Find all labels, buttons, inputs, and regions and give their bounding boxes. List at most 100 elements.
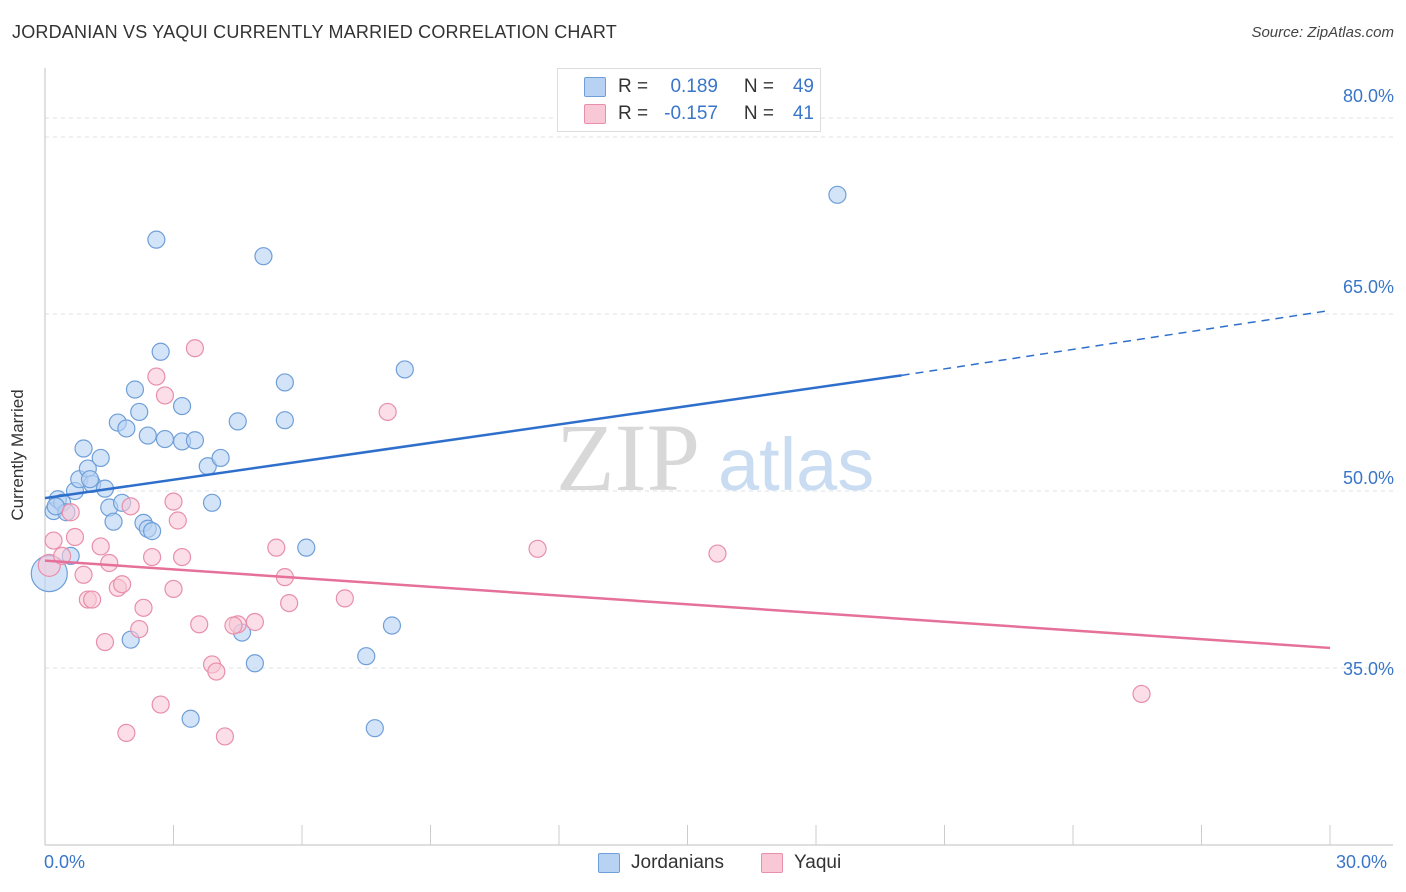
legend-r-label: R = [618, 76, 649, 97]
point-jordanians [74, 439, 93, 458]
legend-n-value: 49 [792, 76, 814, 97]
point-jordanians [91, 448, 110, 468]
legend-r-label: R = [618, 103, 649, 124]
watermark-atlas: atlas [718, 423, 874, 506]
point-yaqui [280, 593, 299, 613]
point-jordanians [151, 342, 170, 361]
y-tick-label-35: 35.0% [1342, 659, 1394, 679]
point-yaqui [185, 339, 205, 358]
y-tick-label-80: 80.0% [1342, 86, 1394, 106]
point-jordanians [181, 709, 200, 728]
series-label-yaqui: Yaqui [794, 852, 842, 873]
series-legend: Jordanians Yaqui [0, 852, 1406, 878]
y-tick-label-65: 65.0% [1342, 277, 1394, 297]
point-jordanians [172, 396, 192, 416]
point-yaqui [207, 662, 226, 681]
point-yaqui [91, 537, 110, 556]
legend-r-value: 0.189 [670, 76, 718, 97]
point-yaqui [1132, 684, 1151, 704]
point-jordanians [155, 429, 175, 449]
axes [44, 68, 1393, 846]
point-yaqui [215, 727, 234, 746]
point-jordanians [138, 426, 157, 445]
point-yaqui [117, 723, 136, 743]
point-yaqui [164, 579, 183, 599]
point-yaqui [151, 695, 170, 714]
point-yaqui [61, 503, 80, 522]
point-yaqui [65, 527, 85, 547]
point-yaqui [155, 386, 175, 405]
series-swatch-jordanians [598, 853, 620, 873]
point-yaqui [335, 589, 354, 608]
point-yaqui [121, 497, 140, 516]
point-yaqui [134, 598, 153, 617]
point-yaqui [83, 590, 102, 609]
point-yaqui [147, 367, 166, 386]
point-jordanians [275, 411, 294, 430]
trend-lines [44, 309, 1331, 650]
chart-title: JORDANIAN VS YAQUI CURRENTLY MARRIED COR… [12, 22, 617, 42]
chart-source: Source: ZipAtlas.com [1251, 24, 1394, 41]
trend-line-yaqui [44, 559, 1331, 650]
stats-legend: R = 0.189 N = 49 R = -0.157 N = 41 [557, 68, 821, 132]
point-jordanians [130, 402, 149, 422]
x-tick-label-max: 30.0% [1336, 852, 1388, 872]
point-yaqui [267, 538, 286, 557]
point-yaqui [224, 616, 243, 635]
point-yaqui [190, 615, 209, 634]
point-yaqui [130, 619, 149, 639]
point-jordanians [80, 470, 100, 489]
watermark-zip: ZIP [556, 404, 700, 511]
point-yaqui [168, 511, 187, 530]
x-tick-label-min: 0.0% [44, 852, 86, 872]
point-yaqui [245, 612, 264, 632]
series-swatch-yaqui [761, 853, 783, 873]
point-yaqui [74, 565, 93, 584]
legend-swatch-jordanians [584, 77, 606, 97]
legend-n-label: N = [743, 76, 774, 97]
y-tick-label-50: 50.0% [1342, 468, 1394, 488]
point-jordanians [211, 448, 230, 468]
point-yaqui [95, 632, 115, 652]
point-yaqui [142, 547, 162, 567]
point-jordanians [828, 185, 847, 204]
legend-n-value: 41 [792, 103, 814, 124]
point-jordanians [147, 230, 166, 249]
trend-line-extension-jordanians [901, 309, 1331, 377]
point-jordanians [275, 373, 294, 392]
point-yaqui [708, 544, 727, 563]
legend-r-value: -0.157 [664, 103, 718, 124]
point-yaqui [112, 575, 132, 594]
point-yaqui [53, 546, 72, 566]
point-jordanians [104, 512, 123, 531]
point-jordanians [117, 419, 136, 438]
legend-row-yaqui: R = -0.157 N = 41 [584, 102, 814, 126]
data-points [30, 185, 1151, 746]
point-jordanians [297, 538, 316, 557]
legend-row-jordanians: R = 0.189 N = 49 [584, 75, 814, 99]
point-jordanians [142, 522, 162, 541]
point-yaqui [172, 547, 192, 567]
point-jordanians [395, 360, 414, 379]
point-yaqui [528, 539, 547, 558]
point-jordanians [228, 412, 247, 431]
legend-swatch-yaqui [584, 104, 606, 124]
point-jordanians [185, 431, 205, 450]
point-jordanians [125, 380, 145, 399]
point-jordanians [357, 647, 376, 666]
legend-n-label: N = [743, 103, 774, 124]
series-label-jordanians: Jordanians [631, 852, 724, 873]
series-legend-jordanians[interactable]: Jordanians [598, 852, 724, 874]
point-jordanians [365, 719, 384, 738]
point-yaqui [100, 553, 119, 573]
point-yaqui [44, 531, 63, 550]
point-jordanians [382, 616, 402, 635]
point-jordanians [254, 247, 273, 266]
point-yaqui [164, 492, 183, 511]
point-yaqui [378, 402, 397, 422]
watermark: ZIP atlas [556, 404, 874, 511]
trend-line-jordanians [44, 374, 902, 500]
point-jordanians [245, 654, 264, 673]
series-legend-yaqui[interactable]: Yaqui [761, 852, 841, 874]
